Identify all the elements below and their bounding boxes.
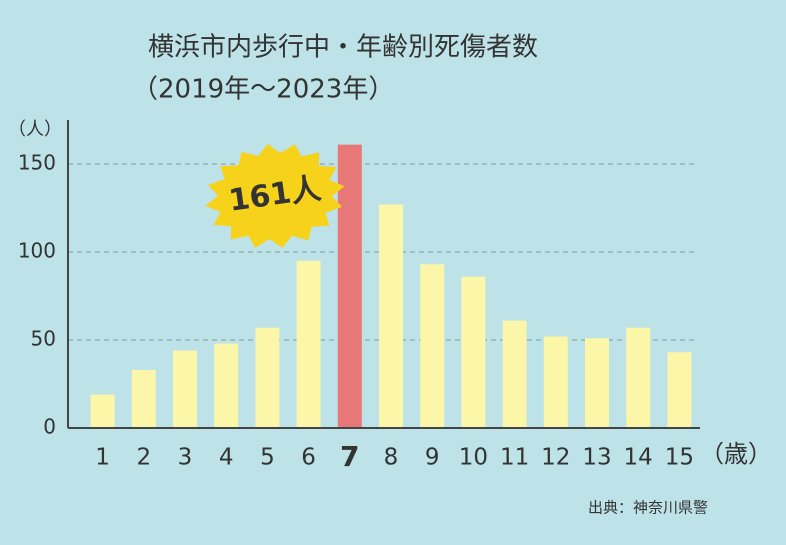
- bar: [255, 327, 280, 428]
- x-tick-label: 3: [178, 445, 193, 471]
- chart-subtitle: （2019年～2023年）: [132, 75, 394, 105]
- source: 出典：神奈川県警: [588, 499, 708, 517]
- x-tick-label: 2: [136, 445, 151, 471]
- bar: [420, 264, 445, 428]
- x-unit: （歳）: [700, 440, 772, 468]
- bar: [214, 343, 239, 428]
- x-tick-label: 13: [582, 445, 611, 471]
- y-unit: （人）: [8, 119, 62, 140]
- chart-title: 横浜市内歩行中・年齢別死傷者数: [148, 33, 538, 63]
- y-tick-label: 150: [18, 151, 56, 175]
- y-tick-label: 100: [18, 239, 56, 263]
- x-tick-label: 5: [260, 445, 275, 471]
- bar: [502, 320, 527, 428]
- x-tick-label: 14: [624, 445, 653, 471]
- bar: [173, 350, 197, 428]
- x-tick-label: 6: [301, 445, 316, 471]
- bar: [626, 327, 651, 428]
- y-tick-label: 50: [31, 327, 56, 351]
- badge: [205, 144, 345, 248]
- bar: [461, 276, 486, 428]
- bar: [90, 394, 115, 428]
- x-tick-label: 8: [384, 445, 399, 471]
- x-tick-label: 4: [219, 445, 234, 471]
- x-tick-label: 9: [425, 445, 440, 471]
- bar: [543, 336, 568, 428]
- bar: [337, 144, 362, 428]
- bar: [585, 338, 609, 428]
- x-tick-label: 15: [665, 445, 694, 471]
- bar: [667, 352, 692, 428]
- y-tick-label: 0: [43, 415, 56, 439]
- bar: [131, 369, 156, 428]
- x-tick-label: 11: [500, 445, 529, 471]
- x-tick-label: 7: [340, 440, 359, 473]
- bar: [296, 260, 321, 428]
- bar: [379, 204, 403, 428]
- x-tick-label: 1: [95, 445, 110, 471]
- x-tick-label: 10: [459, 445, 488, 471]
- x-tick-label: 12: [541, 445, 570, 471]
